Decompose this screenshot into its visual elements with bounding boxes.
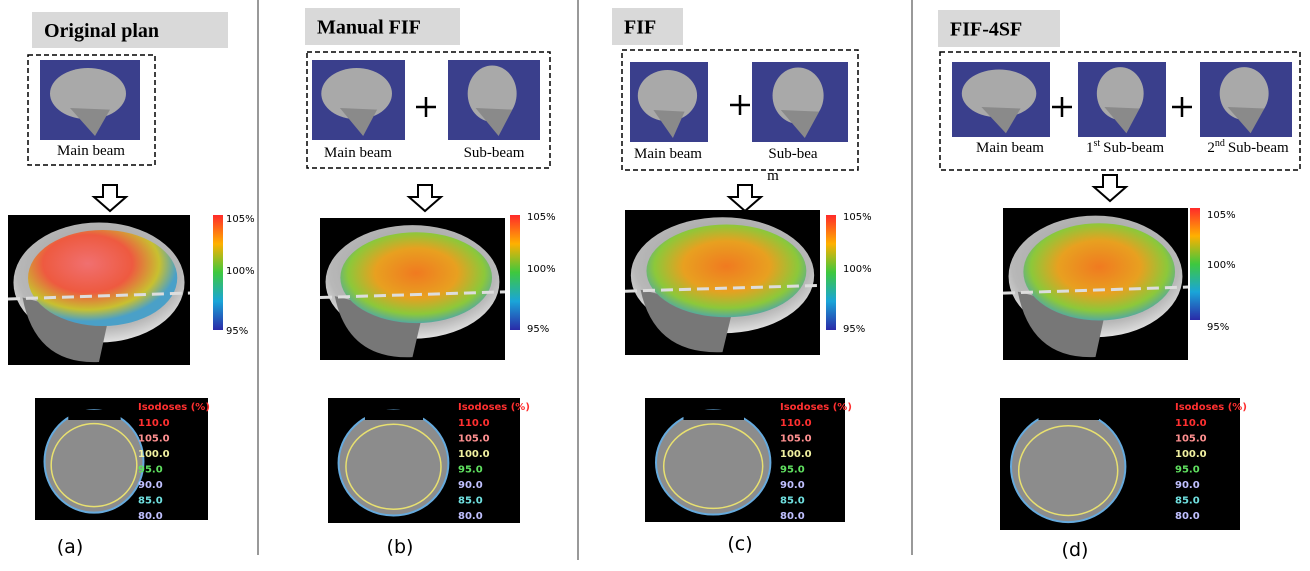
- colorbar-label: 105%: [1207, 210, 1236, 221]
- isodose-level: 100.0: [780, 449, 812, 460]
- isodose-level: 85.0: [780, 496, 805, 507]
- isodose-level: 90.0: [780, 480, 805, 491]
- plus: [416, 97, 436, 117]
- dose-wash: [646, 225, 806, 318]
- isodose-level: 110.0: [458, 418, 490, 429]
- panel-title: FIF-4SF: [950, 19, 1022, 41]
- isodose-level: 85.0: [138, 496, 163, 507]
- dose-wash: [1023, 223, 1175, 320]
- beam-ordinal: 1: [1086, 140, 1094, 156]
- isodose-level: 80.0: [458, 511, 483, 522]
- isodose-level: 105.0: [780, 434, 812, 445]
- colorbar: [213, 215, 223, 330]
- isodose-level: 100.0: [458, 449, 490, 460]
- isodose-title: Isodoses (%): [458, 402, 530, 413]
- colorbar-label: 100%: [843, 264, 872, 275]
- plus: [1052, 97, 1072, 117]
- beam-label: Sub-beam: [464, 145, 525, 161]
- panel-caption: (b): [387, 536, 414, 558]
- colorbar: [826, 215, 836, 330]
- beam-label: Main beam: [634, 146, 702, 162]
- colorbar-label: 105%: [226, 214, 255, 225]
- beam-label: Main beam: [976, 140, 1044, 156]
- colorbar-label: 100%: [226, 266, 255, 277]
- colorbar-label: 100%: [527, 264, 556, 275]
- ct-sinus: [1039, 410, 1100, 420]
- beam-ordinal-suffix: nd: [1215, 138, 1225, 149]
- colorbar-label: 95%: [226, 326, 248, 337]
- isodose-title: Isodoses (%): [138, 402, 210, 413]
- isodose-level: 85.0: [1175, 496, 1200, 507]
- colorbar-label: 105%: [843, 212, 872, 223]
- beam-label: Main beam: [57, 143, 125, 159]
- isodose-level: 95.0: [138, 465, 163, 476]
- isodose-level: 90.0: [458, 480, 483, 491]
- colorbar: [510, 215, 520, 330]
- isodose-level: 80.0: [1175, 511, 1200, 522]
- beam-label-text: Main beam: [976, 140, 1044, 156]
- panel-title: FIF: [624, 17, 656, 39]
- colorbar-label: 95%: [843, 324, 865, 335]
- isodose-level: 95.0: [1175, 465, 1200, 476]
- isodose-level: 105.0: [458, 434, 490, 445]
- isodose-level: 80.0: [138, 511, 163, 522]
- beam-label-text: Main beam: [634, 146, 702, 162]
- panel-caption: (d): [1062, 539, 1089, 561]
- panel-caption: (a): [57, 536, 83, 558]
- colorbar-label: 100%: [1207, 260, 1236, 271]
- arrow: [94, 185, 126, 211]
- beam-label-text: Sub-beam: [1228, 140, 1289, 156]
- panel-title: Original plan: [44, 20, 159, 42]
- beam-label-text: Sub-bea: [768, 146, 817, 162]
- ct-sinus: [365, 410, 423, 420]
- colorbar: [1190, 208, 1200, 320]
- isodose-level: 90.0: [1175, 480, 1200, 491]
- isodose-level: 100.0: [1175, 449, 1207, 460]
- figure: Original plan Main beam 105% 100% 95% Isodose…: [0, 0, 1310, 571]
- beam-ordinal: 2: [1207, 140, 1215, 156]
- isodose-level: 95.0: [458, 465, 483, 476]
- beam-label-text: Main beam: [57, 143, 125, 159]
- ct-head: [656, 410, 770, 514]
- beam-label-overflow: m: [767, 168, 779, 184]
- isodose-level: 110.0: [1175, 418, 1207, 429]
- beam-label-text: Sub-beam: [1103, 140, 1164, 156]
- isodose-level: 105.0: [138, 434, 170, 445]
- ct-sinus: [684, 410, 745, 420]
- beam-label-text: Main beam: [324, 145, 392, 161]
- colorbar-label: 105%: [527, 212, 556, 223]
- isodose-level: 110.0: [780, 418, 812, 429]
- ct-sinus: [68, 410, 120, 420]
- isodose-title: Isodoses (%): [780, 402, 852, 413]
- plus: [730, 95, 750, 115]
- arrow: [729, 185, 761, 211]
- ct-head: [45, 410, 144, 512]
- arrow: [409, 185, 441, 211]
- colorbar-label: 95%: [527, 324, 549, 335]
- panel-title: Manual FIF: [317, 17, 421, 39]
- ct-head: [339, 411, 449, 516]
- dose-wash: [340, 232, 492, 323]
- beam-label: Sub-bea: [768, 146, 817, 162]
- isodose-level: 105.0: [1175, 434, 1207, 445]
- isodose-level: 90.0: [138, 480, 163, 491]
- isodose-level: 80.0: [780, 511, 805, 522]
- beam-ordinal-suffix: st: [1094, 138, 1101, 149]
- panel-caption: (c): [727, 533, 752, 555]
- beam-label-text: Sub-beam: [464, 145, 525, 161]
- isodose-level: 95.0: [780, 465, 805, 476]
- isodose-level: 110.0: [138, 418, 170, 429]
- isodose-level: 100.0: [138, 449, 170, 460]
- plus: [1172, 97, 1192, 117]
- colorbar-label: 95%: [1207, 322, 1229, 333]
- dose-wash: [28, 230, 177, 326]
- ct-head: [1011, 411, 1125, 522]
- arrow: [1094, 175, 1126, 201]
- isodose-title: Isodoses (%): [1175, 402, 1247, 413]
- isodose-level: 85.0: [458, 496, 483, 507]
- beam-label: Main beam: [324, 145, 392, 161]
